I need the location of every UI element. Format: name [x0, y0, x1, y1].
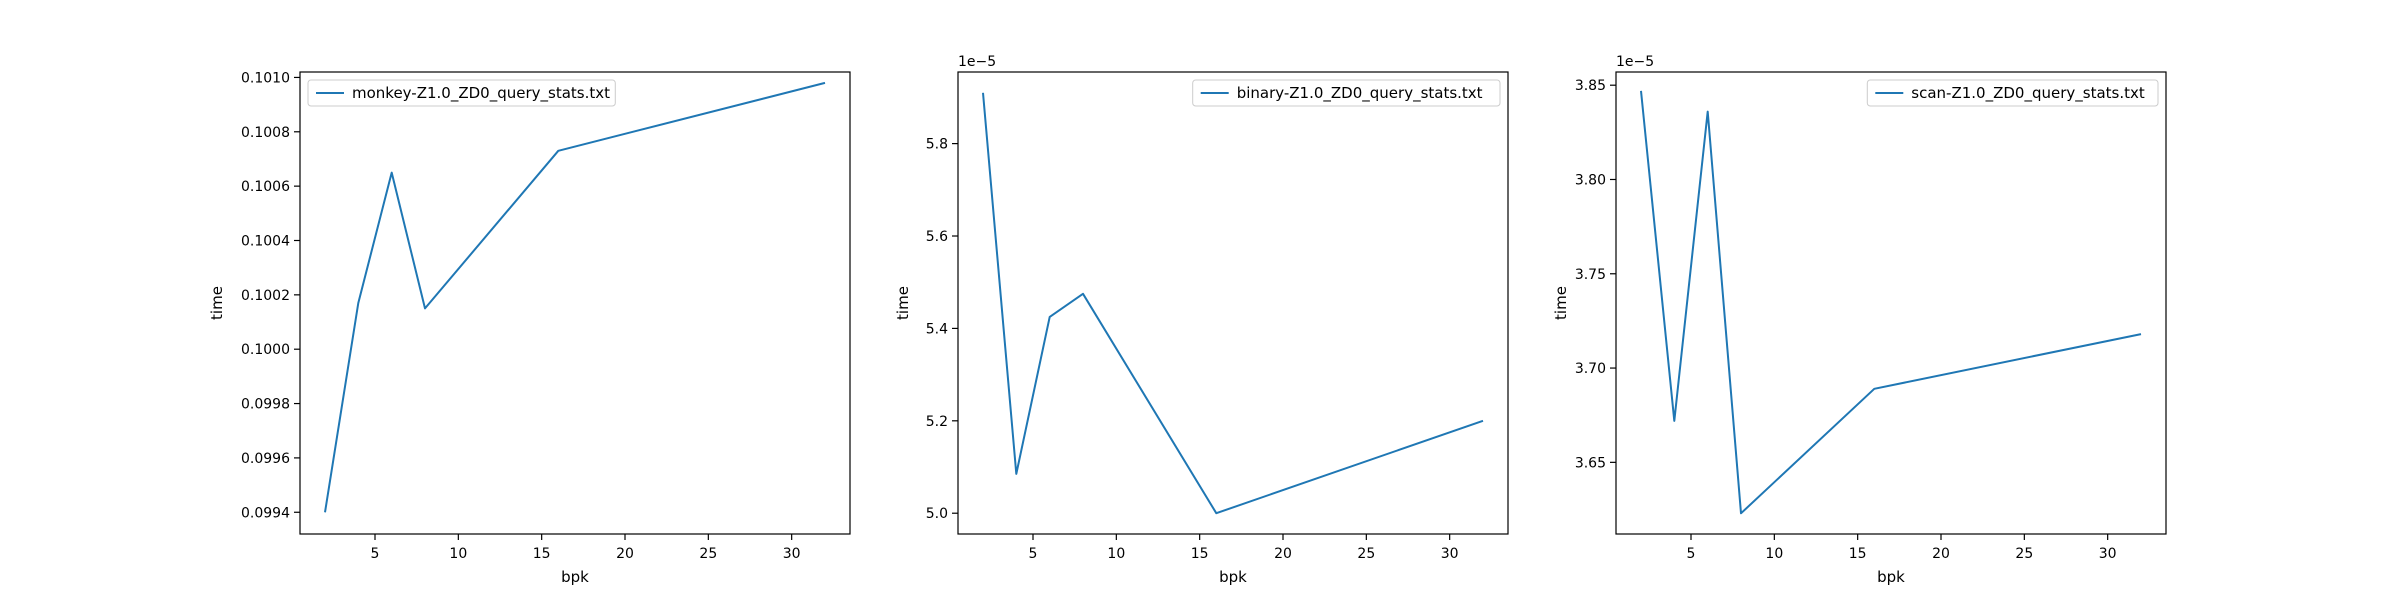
axes-frame: [1615, 71, 2167, 535]
axis-offset-label: 1e−5: [958, 54, 996, 70]
legend-box: [1866, 79, 2159, 107]
x-tick-label: 20: [1274, 546, 1292, 562]
x-tick-label: 20: [616, 546, 634, 562]
y-tick-label: 0.1008: [241, 125, 290, 141]
series-line: [982, 92, 1484, 515]
y-tick-label: 3.80: [1575, 172, 1606, 188]
y-tick-label: 0.0998: [241, 397, 290, 413]
x-tick-label: 30: [1441, 546, 1459, 562]
x-tick-label: 25: [699, 546, 717, 562]
legend-label: scan-Z1.0_ZD0_query_stats.txt: [1911, 84, 2145, 103]
y-tick-label: 5.8: [926, 137, 948, 153]
y-axis-label: time: [1552, 286, 1570, 320]
y-axis-label: time: [894, 286, 912, 320]
chart-panel-2: 5 10 15 20 25 30 5.0 5.2 5.4 5.6 5.8 bpk time 1e−5 bin…: [894, 54, 1509, 586]
y-tick-label: 3.75: [1575, 267, 1606, 283]
series-line: [324, 81, 826, 513]
axes-frame: [299, 71, 851, 535]
x-axis-label: bpk: [1219, 568, 1247, 586]
y-axis-label: time: [208, 286, 226, 320]
x-tick-label: 5: [1029, 546, 1038, 562]
x-axis-label: bpk: [1877, 568, 1905, 586]
legend-box: [1192, 79, 1501, 107]
y-tick-label: 5.6: [926, 229, 948, 245]
y-tick-label: 0.1002: [241, 288, 290, 304]
x-tick-label: 5: [1687, 546, 1696, 562]
x-axis-label: bpk: [561, 568, 589, 586]
chart-panel-1: 5 10 15 20 25 30 0.0994 0.0996 0.0998 0.1000 0.100…: [208, 70, 851, 586]
chart-panel-3: 5 10 15 20 25 30 3.65 3.70 3.75 3.80 3.85 bpk time 1e…: [1552, 54, 2167, 586]
y-tick-label: 5.4: [926, 321, 948, 337]
y-tick-label: 3.85: [1575, 78, 1606, 94]
x-tick-label: 30: [2099, 546, 2117, 562]
legend: binary-Z1.0_ZD0_query_stats.txt: [1192, 79, 1501, 107]
x-tick-label: 10: [449, 546, 467, 562]
y-tick-label: 5.2: [926, 414, 948, 430]
legend: monkey-Z1.0_ZD0_query_stats.txt: [307, 79, 616, 107]
legend-label: binary-Z1.0_ZD0_query_stats.txt: [1237, 84, 1483, 103]
legend-label: monkey-Z1.0_ZD0_query_stats.txt: [352, 84, 610, 103]
axes-frame: [957, 71, 1509, 535]
axis-offset-label: 1e−5: [1616, 54, 1654, 70]
y-tick-label: 5.0: [926, 506, 948, 522]
x-tick-label: 15: [533, 546, 551, 562]
series-line: [1640, 90, 2142, 515]
y-tick-label: 0.1004: [241, 233, 290, 249]
y-tick-label: 3.70: [1575, 361, 1606, 377]
y-tick-label: 0.1000: [241, 342, 290, 358]
y-tick-label: 0.0994: [241, 505, 290, 521]
legend: scan-Z1.0_ZD0_query_stats.txt: [1866, 79, 2159, 107]
x-tick-label: 25: [1357, 546, 1375, 562]
y-tick-label: 0.1010: [241, 70, 290, 86]
y-tick-label: 0.0996: [241, 451, 290, 467]
y-tick-label: 3.65: [1575, 455, 1606, 471]
legend-box: [307, 79, 616, 107]
x-tick-label: 5: [371, 546, 380, 562]
x-tick-label: 10: [1107, 546, 1125, 562]
x-tick-label: 20: [1932, 546, 1950, 562]
x-tick-label: 10: [1765, 546, 1783, 562]
x-tick-label: 15: [1849, 546, 1867, 562]
x-tick-label: 15: [1191, 546, 1209, 562]
y-tick-label: 0.1006: [241, 179, 290, 195]
x-tick-label: 25: [2015, 546, 2033, 562]
x-tick-label: 30: [783, 546, 801, 562]
